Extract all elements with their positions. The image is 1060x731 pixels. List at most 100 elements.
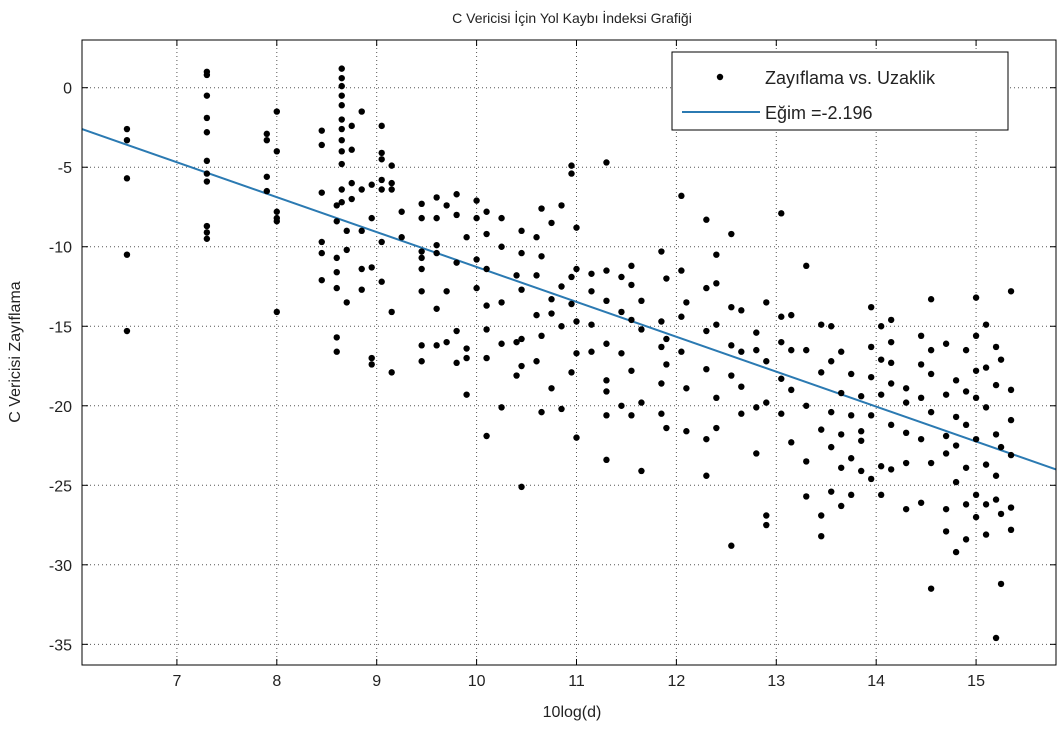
scatter-point	[318, 141, 325, 149]
scatter-point	[713, 394, 720, 402]
scatter-point	[1007, 386, 1015, 394]
scatter-point	[778, 313, 785, 320]
scatter-point	[273, 148, 280, 155]
scatter-point	[548, 296, 555, 303]
scatter-point	[858, 428, 865, 435]
scatter-point	[713, 280, 720, 287]
scatter-point	[738, 348, 745, 355]
scatter-point	[603, 159, 610, 166]
scatter-point	[358, 186, 365, 193]
scatter-point	[443, 338, 450, 346]
scatter-point	[273, 208, 280, 215]
scatter-point	[763, 521, 770, 529]
scatter-point	[318, 249, 325, 257]
scatter-point	[338, 82, 345, 90]
scatter-point	[498, 404, 505, 411]
scatter-point	[753, 346, 760, 354]
scatter-point	[603, 267, 610, 274]
scatter-point	[358, 265, 365, 273]
scatter-point	[203, 222, 211, 230]
scatter-point	[972, 491, 980, 499]
scatter-point	[828, 488, 835, 495]
scatter-point	[638, 467, 645, 475]
scatter-point	[483, 208, 490, 215]
scatter-point	[877, 463, 885, 470]
scatter-point	[992, 472, 1000, 479]
scatter-point	[338, 136, 345, 144]
scatter-point	[788, 439, 795, 446]
scatter-point	[518, 362, 525, 370]
scatter-point	[828, 443, 835, 451]
scatter-point	[803, 346, 810, 354]
scatter-point	[877, 491, 885, 499]
scatter-point	[558, 323, 565, 330]
scatter-point	[203, 157, 211, 165]
scatter-point	[763, 358, 770, 365]
scatter-point	[818, 369, 825, 376]
scatter-point	[663, 361, 670, 368]
scatter-point	[887, 421, 895, 429]
scatter-point	[992, 431, 1000, 438]
scatter-point	[348, 146, 355, 153]
scatter-point	[338, 116, 345, 123]
scatter-point	[962, 464, 970, 471]
scatter-point	[982, 501, 990, 508]
scatter-point	[548, 310, 555, 317]
scatter-point	[962, 421, 970, 429]
scatter-point	[658, 248, 665, 255]
x-tick-label: 15	[967, 673, 985, 690]
scatter-point	[418, 254, 425, 262]
scatter-point	[942, 528, 950, 535]
scatter-point	[123, 175, 131, 182]
scatter-point	[902, 399, 910, 406]
x-axis-label: 10log(d)	[543, 704, 602, 721]
scatter-point	[588, 270, 595, 277]
scatter-point	[538, 408, 545, 416]
scatter-point	[358, 108, 365, 115]
scatter-point	[917, 394, 925, 402]
scatter-point	[972, 394, 980, 402]
scatter-point	[728, 303, 735, 311]
scatter-point	[713, 424, 720, 432]
scatter-point	[942, 505, 950, 513]
scatter-point	[588, 288, 595, 295]
scatter-point	[618, 308, 625, 316]
scatter-point	[343, 227, 350, 235]
scatter-point	[203, 170, 211, 177]
scatter-point	[518, 483, 525, 491]
scatter-point	[533, 234, 540, 241]
scatter-point	[818, 512, 825, 519]
scatter-point	[388, 308, 395, 316]
scatter-point	[338, 148, 345, 155]
scatter-point	[638, 326, 645, 333]
scatter-point	[318, 127, 325, 134]
scatter-point	[902, 385, 910, 392]
scatter-point	[603, 456, 610, 464]
scatter-point	[877, 323, 885, 330]
scatter-point	[483, 354, 490, 362]
scatter-point	[333, 334, 340, 341]
scatter-point	[498, 299, 505, 306]
x-tick-label: 8	[272, 673, 281, 690]
scatter-point	[368, 181, 375, 188]
scatter-point	[628, 316, 635, 324]
y-tick-label: -35	[49, 637, 72, 654]
scatter-point	[628, 412, 635, 419]
scatter-point	[658, 318, 665, 325]
scatter-point	[962, 346, 970, 354]
y-axis-label: C Vericisi Zayıflama	[7, 281, 24, 422]
scatter-point	[728, 342, 735, 349]
scatter-point	[463, 354, 470, 362]
scatter-point	[728, 230, 735, 238]
scatter-point	[533, 311, 540, 319]
scatter-point	[338, 74, 345, 82]
legend-label-line: Eğim =-2.196	[765, 103, 873, 123]
scatter-point	[343, 246, 350, 254]
scatter-point	[263, 130, 271, 138]
scatter-point	[942, 450, 950, 457]
scatter-point	[982, 404, 990, 411]
scatter-point	[568, 300, 575, 308]
scatter-point	[398, 234, 405, 241]
scatter-point	[788, 346, 795, 354]
scatter-point	[803, 458, 810, 465]
